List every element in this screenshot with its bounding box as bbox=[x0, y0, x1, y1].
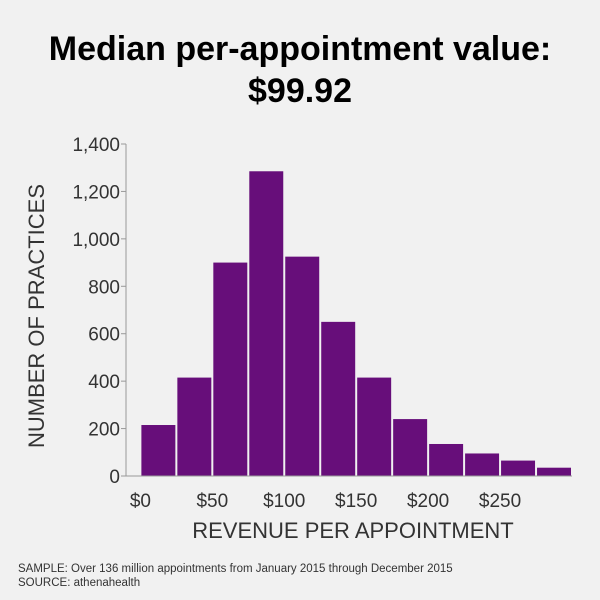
histogram-bar bbox=[537, 467, 571, 476]
x-tick-label: $0 bbox=[130, 491, 151, 512]
y-tick-label: 1,000 bbox=[72, 230, 120, 251]
histogram-bar bbox=[249, 171, 284, 476]
y-tick-label: 800 bbox=[88, 277, 120, 298]
chart-title-line2: $99.92 bbox=[248, 72, 352, 110]
y-tick-label: 1,400 bbox=[72, 135, 120, 156]
x-tick-label: $200 bbox=[407, 491, 449, 512]
x-tick-label: $100 bbox=[263, 491, 305, 512]
chart-title-line1: Median per-appointment value: bbox=[48, 30, 552, 68]
chart-title: Median per-appointment value: $99.92 bbox=[0, 28, 600, 112]
y-tick-label: 200 bbox=[88, 420, 120, 441]
histogram-bar bbox=[141, 425, 176, 476]
histogram-bar bbox=[177, 377, 212, 476]
histogram-bar bbox=[465, 453, 500, 476]
x-axis-title: REVENUE PER APPOINTMENT bbox=[192, 518, 514, 543]
x-tick-label: $250 bbox=[479, 491, 521, 512]
source-note: SOURCE: athenahealth bbox=[18, 577, 141, 589]
histogram-bar bbox=[393, 419, 428, 476]
histogram-bar bbox=[213, 262, 248, 476]
y-tick-label: 600 bbox=[88, 325, 120, 346]
histogram-bar bbox=[429, 443, 464, 476]
histogram-bar bbox=[357, 377, 392, 476]
y-tick-label: 400 bbox=[88, 372, 120, 393]
x-tick-label: $50 bbox=[196, 491, 228, 512]
y-tick-label: 0 bbox=[109, 467, 120, 488]
x-tick-label: $150 bbox=[335, 491, 377, 512]
histogram-bar bbox=[321, 321, 356, 476]
sample-note: SAMPLE: Over 136 million appointments fr… bbox=[18, 563, 453, 575]
histogram-bar bbox=[285, 256, 320, 476]
histogram-bar bbox=[501, 460, 536, 476]
y-axis-title: NUMBER OF PRACTICES bbox=[24, 184, 49, 448]
y-tick-label: 1,200 bbox=[72, 182, 120, 203]
